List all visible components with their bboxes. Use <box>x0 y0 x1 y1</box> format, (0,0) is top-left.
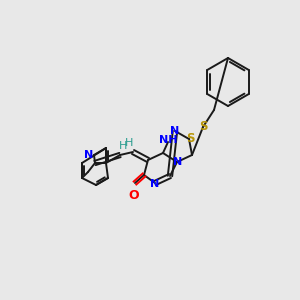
Text: N: N <box>150 179 160 189</box>
Text: H: H <box>119 141 127 151</box>
Text: N: N <box>173 157 183 167</box>
Text: S: S <box>186 133 194 146</box>
Text: N: N <box>84 150 93 160</box>
Text: O: O <box>129 189 139 202</box>
Text: S: S <box>199 121 207 134</box>
Text: NH: NH <box>159 135 177 145</box>
Text: N: N <box>170 126 180 136</box>
Text: H: H <box>125 138 133 148</box>
